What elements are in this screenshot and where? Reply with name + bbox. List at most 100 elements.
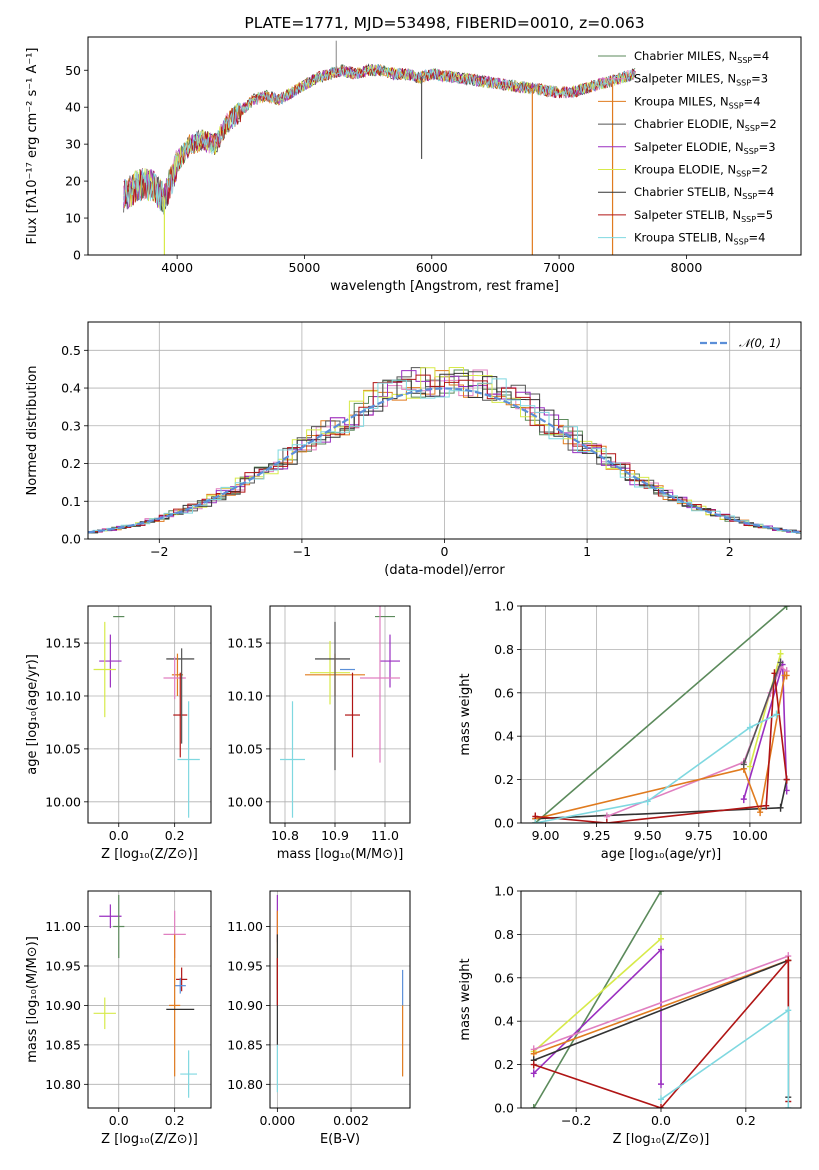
errorbar-point bbox=[174, 977, 186, 994]
legend-nssp-sub: SSP bbox=[736, 79, 751, 88]
errorbar-point bbox=[169, 934, 181, 1077]
x-axis-label: (data-model)/error bbox=[384, 563, 505, 578]
errorbar-point bbox=[310, 640, 350, 705]
y-tick-label: 10.85 bbox=[45, 1037, 81, 1052]
x-tick-label: 7000 bbox=[543, 260, 575, 275]
x-tick-label: 8000 bbox=[671, 260, 703, 275]
legend-nssp-prefix: , N bbox=[718, 231, 734, 245]
x-tick-label: 10.9 bbox=[321, 828, 349, 843]
y-tick-label: 0.2 bbox=[494, 772, 514, 787]
axes-frame bbox=[269, 890, 411, 1109]
errorbar-point bbox=[280, 701, 305, 818]
legend-nssp-value: 3 bbox=[768, 140, 775, 154]
x-tick-label: −2 bbox=[150, 544, 168, 559]
legend-label: Chabrier ELODIE, NSSP=2 bbox=[634, 117, 777, 133]
x-tick-label: 0.0 bbox=[109, 828, 129, 843]
axes-frame bbox=[87, 321, 802, 540]
y-tick-label: 10.05 bbox=[227, 741, 263, 756]
legend-nssp-value: 2 bbox=[761, 163, 768, 177]
spectrum-line-kroupa-elodie bbox=[123, 64, 636, 211]
x-tick-label: 9.00 bbox=[532, 828, 560, 843]
x-axis-label: Z [log₁₀(Z/Z⊙)] bbox=[613, 1132, 710, 1147]
y-tick-label: 1.0 bbox=[494, 599, 514, 614]
series-marker bbox=[785, 1104, 792, 1108]
y-tick-label: 10.15 bbox=[45, 636, 81, 651]
series-marker bbox=[783, 606, 790, 610]
y-tick-label: 10.95 bbox=[227, 958, 263, 973]
x-tick-label: 0 bbox=[441, 544, 449, 559]
panel-massweight_vs_age: 9.00 9.25 9.50 9.75 10.00 0.0 0.2 0.4 0.6 0.8 1.0 a… bbox=[458, 599, 802, 862]
legend-nssp-eq: = bbox=[751, 163, 761, 177]
y-tick-label: 50 bbox=[65, 63, 81, 78]
legend-model-name: Kroupa MILES bbox=[634, 94, 713, 108]
panel-age_vs_mass: 10.8 10.9 11.0 10.00 10.05 10.10 10.15 mass [lo… bbox=[227, 605, 411, 862]
histogram-chabrier-stelib bbox=[88, 372, 801, 534]
histogram-kroupa-stelib bbox=[92, 378, 801, 533]
y-tick-label: 0.0 bbox=[494, 816, 514, 831]
legend-model-name: Kroupa STELIB bbox=[634, 231, 718, 245]
series-line-kroupa-elodie bbox=[533, 938, 662, 1053]
series-marker bbox=[777, 658, 784, 667]
y-tick-label: 10.95 bbox=[45, 958, 81, 973]
panel-spectrum: 4000 5000 6000 7000 8000 0 10 20 30 40 50 wavelengt… bbox=[25, 14, 802, 294]
legend-nssp-value: 4 bbox=[753, 94, 760, 108]
series-marker bbox=[658, 1080, 664, 1089]
series-marker bbox=[644, 797, 651, 806]
legend-label: Salpeter ELODIE, NSSP=3 bbox=[634, 140, 776, 156]
legend-nssp-value: 2 bbox=[769, 117, 776, 131]
x-tick-label: −1 bbox=[293, 544, 311, 559]
legend-nssp-eq: = bbox=[749, 231, 759, 245]
y-tick-label: 0.0 bbox=[494, 1101, 514, 1116]
x-axis-label: age [log₁₀(age/yr)] bbox=[601, 847, 722, 862]
x-tick-label: 0.2 bbox=[165, 828, 185, 843]
legend-nssp-sub: SSP bbox=[741, 215, 756, 224]
series-marker bbox=[658, 1104, 664, 1108]
series-marker bbox=[658, 945, 664, 954]
y-tick-label: 10.80 bbox=[45, 1077, 81, 1092]
legend-nssp-sub: SSP bbox=[737, 56, 752, 65]
series-line-chabrier-miles bbox=[534, 606, 788, 823]
errorbar-point bbox=[99, 634, 122, 688]
plot-area-age_vs_Z bbox=[93, 615, 200, 818]
chart-title: PLATE=1771, MJD=53498, FIBERID=0010, z=0… bbox=[244, 14, 644, 32]
x-tick-label: 9.75 bbox=[685, 828, 713, 843]
x-tick-label: 0.0 bbox=[109, 1113, 129, 1128]
panel-massweight_vs_Z: −0.2 0.0 0.2 0.0 0.2 0.4 0.6 0.8 1.0 Z [log₁₀(Z/Z… bbox=[458, 884, 802, 1147]
y-tick-label: 0.0 bbox=[61, 532, 81, 547]
errorbar-point bbox=[177, 701, 200, 818]
plot-area-age_vs_mass bbox=[280, 606, 400, 818]
y-tick-label: 10.00 bbox=[45, 794, 81, 809]
x-tick-label: 0.000 bbox=[259, 1113, 295, 1128]
y-tick-label: 0.2 bbox=[61, 456, 81, 471]
series-line-chabrier-miles bbox=[533, 891, 662, 1108]
x-tick-label: 0.2 bbox=[736, 1113, 756, 1128]
y-tick-label: 10 bbox=[65, 211, 81, 226]
legend-nssp-sub: SSP bbox=[734, 238, 749, 247]
legend-nssp-eq: = bbox=[756, 208, 766, 222]
x-tick-label: 5000 bbox=[289, 260, 321, 275]
y-tick-label: 0.1 bbox=[61, 494, 81, 509]
legend-model-name: Salpeter MILES bbox=[634, 72, 720, 86]
legend-nssp-prefix: , N bbox=[720, 163, 736, 177]
x-tick-label: 10.8 bbox=[271, 828, 299, 843]
plot-area-mass_vs_ebv bbox=[276, 894, 404, 1093]
legend-label: Kroupa MILES, NSSP=4 bbox=[634, 94, 761, 110]
x-tick-label: 0.002 bbox=[333, 1113, 369, 1128]
plot-area-residuals bbox=[88, 367, 801, 534]
axes-frame bbox=[87, 890, 212, 1109]
y-tick-label: 0.6 bbox=[494, 970, 514, 985]
panel-mass_vs_Z: 0.0 0.2 10.80 10.85 10.90 10.95 11.00 Z [log₁₀(… bbox=[25, 890, 212, 1147]
x-tick-label: 0.0 bbox=[651, 1113, 671, 1128]
x-tick-label: −0.2 bbox=[561, 1113, 591, 1128]
legend-nssp-prefix: , N bbox=[725, 208, 741, 222]
y-tick-label: 0.2 bbox=[494, 1057, 514, 1072]
legend-nssp-prefix: , N bbox=[726, 185, 742, 199]
legend-model-name: Chabrier ELODIE bbox=[634, 117, 729, 131]
y-tick-label: 0.4 bbox=[61, 381, 81, 396]
y-tick-label: 0.5 bbox=[61, 343, 81, 358]
plot-area-massweight_vs_Z bbox=[530, 891, 792, 1108]
series-marker bbox=[757, 808, 764, 817]
y-axis-label: Normed distribution bbox=[25, 366, 40, 496]
legend-label: 𝒩(0, 1) bbox=[739, 336, 781, 350]
errorbar-point bbox=[176, 967, 188, 992]
